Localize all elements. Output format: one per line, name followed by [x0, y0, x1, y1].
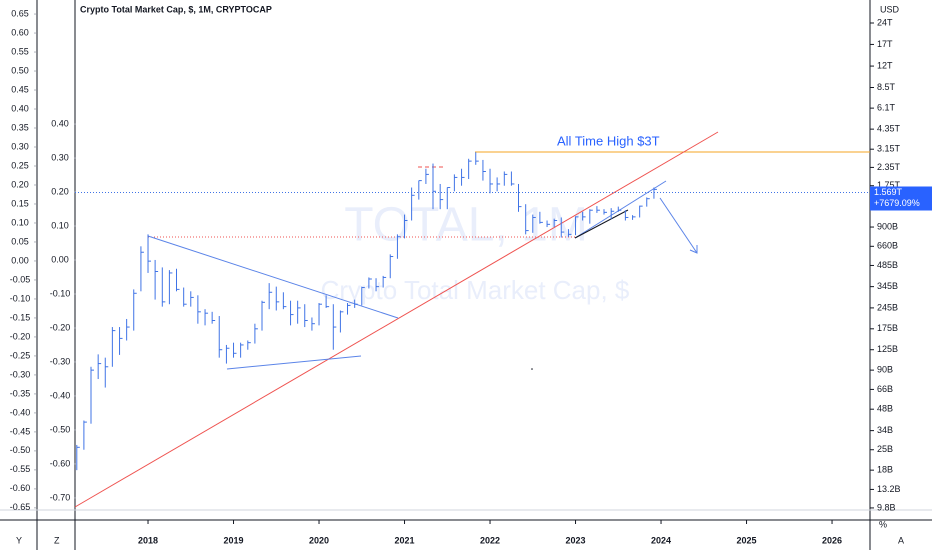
left-tick-label: 0.10 [11, 217, 29, 227]
ath-annotation: All Time High $3T [557, 133, 660, 148]
left-tick-label: -0.25 [10, 350, 31, 360]
zoom-toggle[interactable]: Z [54, 535, 60, 545]
y-tick-label: 24T [877, 17, 893, 27]
y-tick-label: 660B [877, 241, 898, 251]
left-tick-label: 0.00 [11, 255, 29, 265]
currency-label: USD [880, 4, 900, 14]
y-tick-label: 345B [877, 281, 898, 291]
percent-toggle[interactable]: % [879, 519, 887, 529]
y-tick-label: 90B [877, 365, 893, 375]
left-tick-label: -0.15 [10, 312, 31, 322]
y-tick-label: 125B [877, 344, 898, 354]
left-tick-label: 0.25 [11, 160, 29, 170]
x-tick-label: 2022 [480, 535, 500, 545]
left-tick-label: 0.30 [11, 141, 29, 151]
y-tick-label: 2.35T [877, 162, 901, 172]
y-tick-label: 13.2B [877, 484, 901, 494]
x-tick-label: 2019 [224, 535, 244, 545]
left-tick-label: 0.20 [51, 186, 69, 196]
y-tick-label: 17T [877, 39, 893, 49]
left-tick-label: 0.05 [11, 236, 29, 246]
x-tick-label: 2026 [822, 535, 842, 545]
left-tick-label: -0.35 [10, 388, 31, 398]
left-tick-label: -0.60 [10, 483, 31, 493]
x-tick-label: 2025 [737, 535, 757, 545]
watermark: TOTAL, 1M [344, 199, 588, 252]
y-tick-label: 12T [877, 60, 893, 70]
price-label: 1.569T [874, 187, 903, 197]
left-tick-label: 0.15 [11, 198, 29, 208]
left-tick-label: -0.70 [50, 492, 71, 502]
left-tick-label: 0.40 [11, 103, 29, 113]
left-tick-label: -0.05 [10, 274, 31, 284]
price-badge [870, 186, 932, 211]
left-tick-label: -0.50 [10, 445, 31, 455]
left-tick-label: 0.35 [11, 122, 29, 132]
left-tick-label: -0.10 [10, 293, 31, 303]
left-tick-label: -0.30 [10, 369, 31, 379]
left-tick-label: 0.20 [11, 179, 29, 189]
left-tick-label: 0.65 [11, 8, 29, 18]
y-tick-label: 245B [877, 302, 898, 312]
y-tick-label: 6.1T [877, 102, 896, 112]
left-tick-label: -0.30 [50, 356, 71, 366]
left-tick-label: 0.55 [11, 46, 29, 56]
y-tick-label: 175B [877, 323, 898, 333]
left-tick-label: -0.40 [50, 390, 71, 400]
change-label: +7679.09% [874, 198, 920, 208]
y-tick-label: 8.5T [877, 82, 896, 92]
y-tick-label: 3.15T [877, 144, 901, 154]
y-tick-label: 485B [877, 260, 898, 270]
left-tick-label: 0.45 [11, 84, 29, 94]
left-tick-label: -0.65 [10, 502, 31, 512]
y-tick-label: 1.75T [877, 180, 901, 190]
left-tick-label: 0.00 [51, 254, 69, 264]
y-tick-label: 48B [877, 404, 893, 414]
arrow-head [689, 245, 698, 254]
y-tick-label: 4.35T [877, 124, 901, 134]
auto-toggle[interactable]: A [898, 535, 904, 545]
y-tick-label: 18B [877, 465, 893, 475]
x-tick-label: 2018 [138, 535, 158, 545]
channel-upper [574, 180, 667, 239]
left-tick-label: 0.60 [11, 27, 29, 37]
left-tick-label: -0.55 [10, 464, 31, 474]
y-tick-label: 900B [877, 221, 898, 231]
arrow-shaft [659, 197, 698, 254]
left-tick-label: 0.10 [51, 220, 69, 230]
x-tick-label: 2023 [566, 535, 586, 545]
left-tick-label: -0.60 [50, 458, 71, 468]
left-tick-label: 0.40 [51, 118, 69, 128]
y-tick-label: 9.8B [877, 502, 896, 512]
y-tick-label: 34B [877, 425, 893, 435]
support-line [226, 355, 362, 370]
channel-lower [574, 209, 629, 239]
left-tick-label: 0.50 [11, 65, 29, 75]
y-tick-label: 25B [877, 444, 893, 454]
left-tick-label: -0.45 [10, 426, 31, 436]
log-toggle[interactable]: Y [16, 535, 22, 545]
left-tick-label: -0.20 [50, 322, 71, 332]
watermark-subtitle: Crypto Total Market Cap, $ [321, 275, 630, 305]
left-tick-label: 0.30 [51, 152, 69, 162]
left-tick-label: -0.10 [50, 288, 71, 298]
y-tick-label: 66B [877, 384, 893, 394]
left-tick-label: -0.40 [10, 407, 31, 417]
left-tick-label: -0.50 [50, 424, 71, 434]
x-tick-label: 2021 [395, 535, 415, 545]
trend-line [74, 131, 719, 508]
left-tick-label: -0.20 [10, 331, 31, 341]
chart-title: Crypto Total Market Cap, $, 1M, CRYPTOCA… [80, 4, 272, 14]
x-tick-label: 2024 [651, 535, 671, 545]
dot [531, 368, 533, 370]
x-tick-label: 2020 [309, 535, 329, 545]
